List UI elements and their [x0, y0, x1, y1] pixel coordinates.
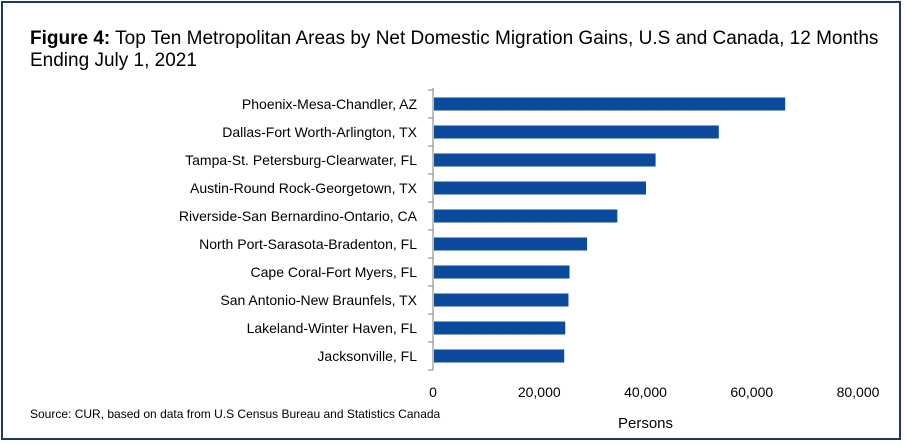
bar [434, 293, 569, 307]
category-label: Austin-Round Rock-Georgetown, TX [190, 180, 418, 196]
bar [434, 125, 719, 139]
bar [434, 209, 618, 223]
x-tick-label: 0 [429, 384, 437, 400]
bar [434, 153, 656, 167]
title-text: Top Ten Metropolitan Areas by Net Domest… [30, 28, 879, 71]
category-label: Cape Coral-Fort Myers, FL [251, 264, 418, 280]
bar [434, 321, 566, 335]
chart-title: Figure 4: Top Ten Metropolitan Areas by … [30, 28, 890, 72]
bar [434, 97, 786, 111]
category-label: Phoenix-Mesa-Chandler, AZ [242, 96, 418, 112]
title-figure-number: Figure 4: [30, 28, 111, 49]
x-tick-label: 40,000 [624, 384, 667, 400]
bar [434, 265, 570, 279]
x-tick-label: 20,000 [518, 384, 561, 400]
bar [434, 181, 647, 195]
bar [434, 237, 588, 251]
x-tick-label: 60,000 [730, 384, 773, 400]
category-label: San Antonio-New Braunfels, TX [220, 292, 417, 308]
category-label: Jacksonville, FL [317, 348, 417, 364]
source-note: Source: CUR, based on data from U.S Cens… [30, 407, 441, 421]
category-label: Lakeland-Winter Haven, FL [247, 320, 418, 336]
bar [434, 349, 565, 363]
category-label: Dallas-Fort Worth-Arlington, TX [222, 124, 417, 140]
x-tick-label: 80,000 [837, 384, 880, 400]
category-label: Tampa-St. Petersburg-Clearwater, FL [185, 152, 417, 168]
x-axis-title: Persons [618, 415, 673, 432]
category-label: North Port-Sarasota-Bradenton, FL [199, 236, 417, 252]
category-label: Riverside-San Bernardino-Ontario, CA [179, 208, 418, 224]
